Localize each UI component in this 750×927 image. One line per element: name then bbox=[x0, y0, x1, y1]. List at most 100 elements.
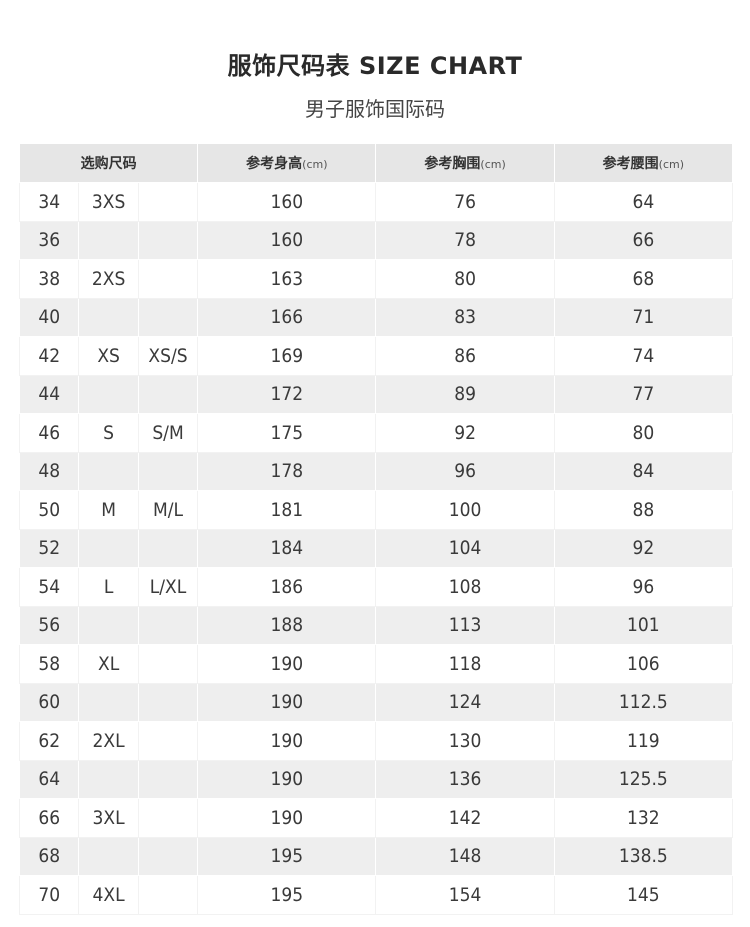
cell-eu-size: 50 bbox=[18, 490, 80, 530]
cell-eu-size: 54 bbox=[18, 567, 80, 607]
cell-waist: 88 bbox=[553, 490, 734, 530]
cell-alt-size: XS/S bbox=[137, 336, 199, 376]
cell-chest: 142 bbox=[375, 798, 555, 838]
cell-alt-size bbox=[137, 528, 199, 568]
size-chart-table: 选购尺码 参考身高(cm) 参考胸围(cm) 参考腰围(cm) 34 3XS 160… bbox=[18, 143, 734, 915]
cell-intl-size: S bbox=[78, 413, 139, 453]
cell-waist: 145 bbox=[553, 875, 734, 915]
cell-height: 186 bbox=[197, 567, 377, 607]
cell-intl-size bbox=[78, 374, 139, 414]
cell-intl-size bbox=[78, 528, 139, 568]
cell-chest: 76 bbox=[375, 182, 555, 222]
cell-alt-size bbox=[137, 682, 199, 722]
header-unit: (cm) bbox=[480, 158, 506, 171]
cell-eu-size: 60 bbox=[18, 682, 80, 722]
cell-height: 172 bbox=[197, 374, 377, 414]
table-row: 58 XL 190 118 106 bbox=[18, 644, 734, 684]
cell-alt-size bbox=[137, 451, 199, 491]
table-row: 46 S S/M 175 92 80 bbox=[18, 413, 734, 453]
table-row: 34 3XS 160 76 64 bbox=[18, 182, 734, 222]
cell-alt-size bbox=[137, 875, 199, 915]
cell-eu-size: 56 bbox=[18, 605, 80, 645]
cell-chest: 108 bbox=[375, 567, 555, 607]
cell-eu-size: 64 bbox=[18, 759, 80, 799]
cell-eu-size: 34 bbox=[18, 182, 80, 222]
cell-alt-size bbox=[137, 721, 199, 761]
cell-waist: 96 bbox=[553, 567, 734, 607]
table-row: 66 3XL 190 142 132 bbox=[18, 798, 734, 838]
cell-eu-size: 66 bbox=[18, 798, 80, 838]
cell-chest: 136 bbox=[375, 759, 555, 799]
cell-waist: 77 bbox=[553, 374, 734, 414]
cell-waist: 132 bbox=[553, 798, 734, 838]
cell-chest: 148 bbox=[375, 836, 555, 876]
cell-waist: 101 bbox=[553, 605, 734, 645]
table-row: 54 L L/XL 186 108 96 bbox=[18, 567, 734, 607]
cell-eu-size: 58 bbox=[18, 644, 80, 684]
cell-intl-size bbox=[78, 759, 139, 799]
cell-alt-size: L/XL bbox=[137, 567, 199, 607]
table-row: 70 4XL 195 154 145 bbox=[18, 875, 734, 915]
cell-chest: 89 bbox=[375, 374, 555, 414]
table-row: 38 2XS 163 80 68 bbox=[18, 259, 734, 299]
table-row: 44 172 89 77 bbox=[18, 374, 734, 414]
cell-intl-size: M bbox=[78, 490, 139, 530]
cell-chest: 96 bbox=[375, 451, 555, 491]
cell-intl-size: XS bbox=[78, 336, 139, 376]
cell-eu-size: 68 bbox=[18, 836, 80, 876]
cell-waist: 64 bbox=[553, 182, 734, 222]
cell-intl-size: 2XS bbox=[78, 259, 139, 299]
cell-alt-size bbox=[137, 759, 199, 799]
table-row: 68 195 148 138.5 bbox=[18, 836, 734, 876]
cell-intl-size bbox=[78, 836, 139, 876]
header-unit: (cm) bbox=[658, 158, 685, 171]
cell-eu-size: 70 bbox=[18, 875, 80, 915]
table-row: 48 178 96 84 bbox=[18, 451, 734, 491]
table-row: 40 166 83 71 bbox=[18, 297, 734, 337]
cell-eu-size: 62 bbox=[18, 721, 80, 761]
cell-waist: 106 bbox=[553, 644, 734, 684]
cell-alt-size bbox=[137, 374, 199, 414]
table-row: 60 190 124 112.5 bbox=[18, 682, 734, 722]
cell-alt-size bbox=[137, 220, 199, 260]
header-chest: 参考胸围(cm) bbox=[375, 143, 555, 183]
cell-alt-size bbox=[137, 605, 199, 645]
cell-height: 160 bbox=[197, 220, 377, 260]
cell-height: 184 bbox=[197, 528, 377, 568]
cell-chest: 154 bbox=[375, 875, 555, 915]
cell-alt-size bbox=[137, 836, 199, 876]
cell-height: 190 bbox=[197, 644, 377, 684]
cell-height: 163 bbox=[197, 259, 377, 299]
cell-height: 166 bbox=[197, 297, 377, 337]
header-label: 参考身高 bbox=[246, 156, 303, 172]
table-row: 52 184 104 92 bbox=[18, 528, 734, 568]
cell-waist: 74 bbox=[553, 336, 734, 376]
table-row: 42 XS XS/S 169 86 74 bbox=[18, 336, 734, 376]
cell-alt-size bbox=[137, 297, 199, 337]
cell-height: 195 bbox=[197, 836, 377, 876]
cell-alt-size bbox=[137, 259, 199, 299]
cell-eu-size: 40 bbox=[18, 297, 80, 337]
cell-chest: 100 bbox=[375, 490, 555, 530]
cell-intl-size: 2XL bbox=[78, 721, 139, 761]
cell-intl-size bbox=[78, 682, 139, 722]
cell-chest: 130 bbox=[375, 721, 555, 761]
cell-chest: 83 bbox=[375, 297, 555, 337]
cell-height: 181 bbox=[197, 490, 377, 530]
cell-chest: 78 bbox=[375, 220, 555, 260]
cell-intl-size bbox=[78, 220, 139, 260]
cell-height: 190 bbox=[197, 798, 377, 838]
cell-eu-size: 42 bbox=[18, 336, 80, 376]
header-size: 选购尺码 bbox=[18, 143, 199, 183]
table-row: 56 188 113 101 bbox=[18, 605, 734, 645]
cell-height: 178 bbox=[197, 451, 377, 491]
cell-eu-size: 38 bbox=[18, 259, 80, 299]
cell-intl-size: 4XL bbox=[78, 875, 139, 915]
cell-eu-size: 48 bbox=[18, 451, 80, 491]
cell-chest: 113 bbox=[375, 605, 555, 645]
table-row: 50 M M/L 181 100 88 bbox=[18, 490, 734, 530]
cell-eu-size: 52 bbox=[18, 528, 80, 568]
header-label: 参考胸围 bbox=[424, 156, 481, 172]
cell-eu-size: 46 bbox=[18, 413, 80, 453]
cell-intl-size bbox=[78, 451, 139, 491]
